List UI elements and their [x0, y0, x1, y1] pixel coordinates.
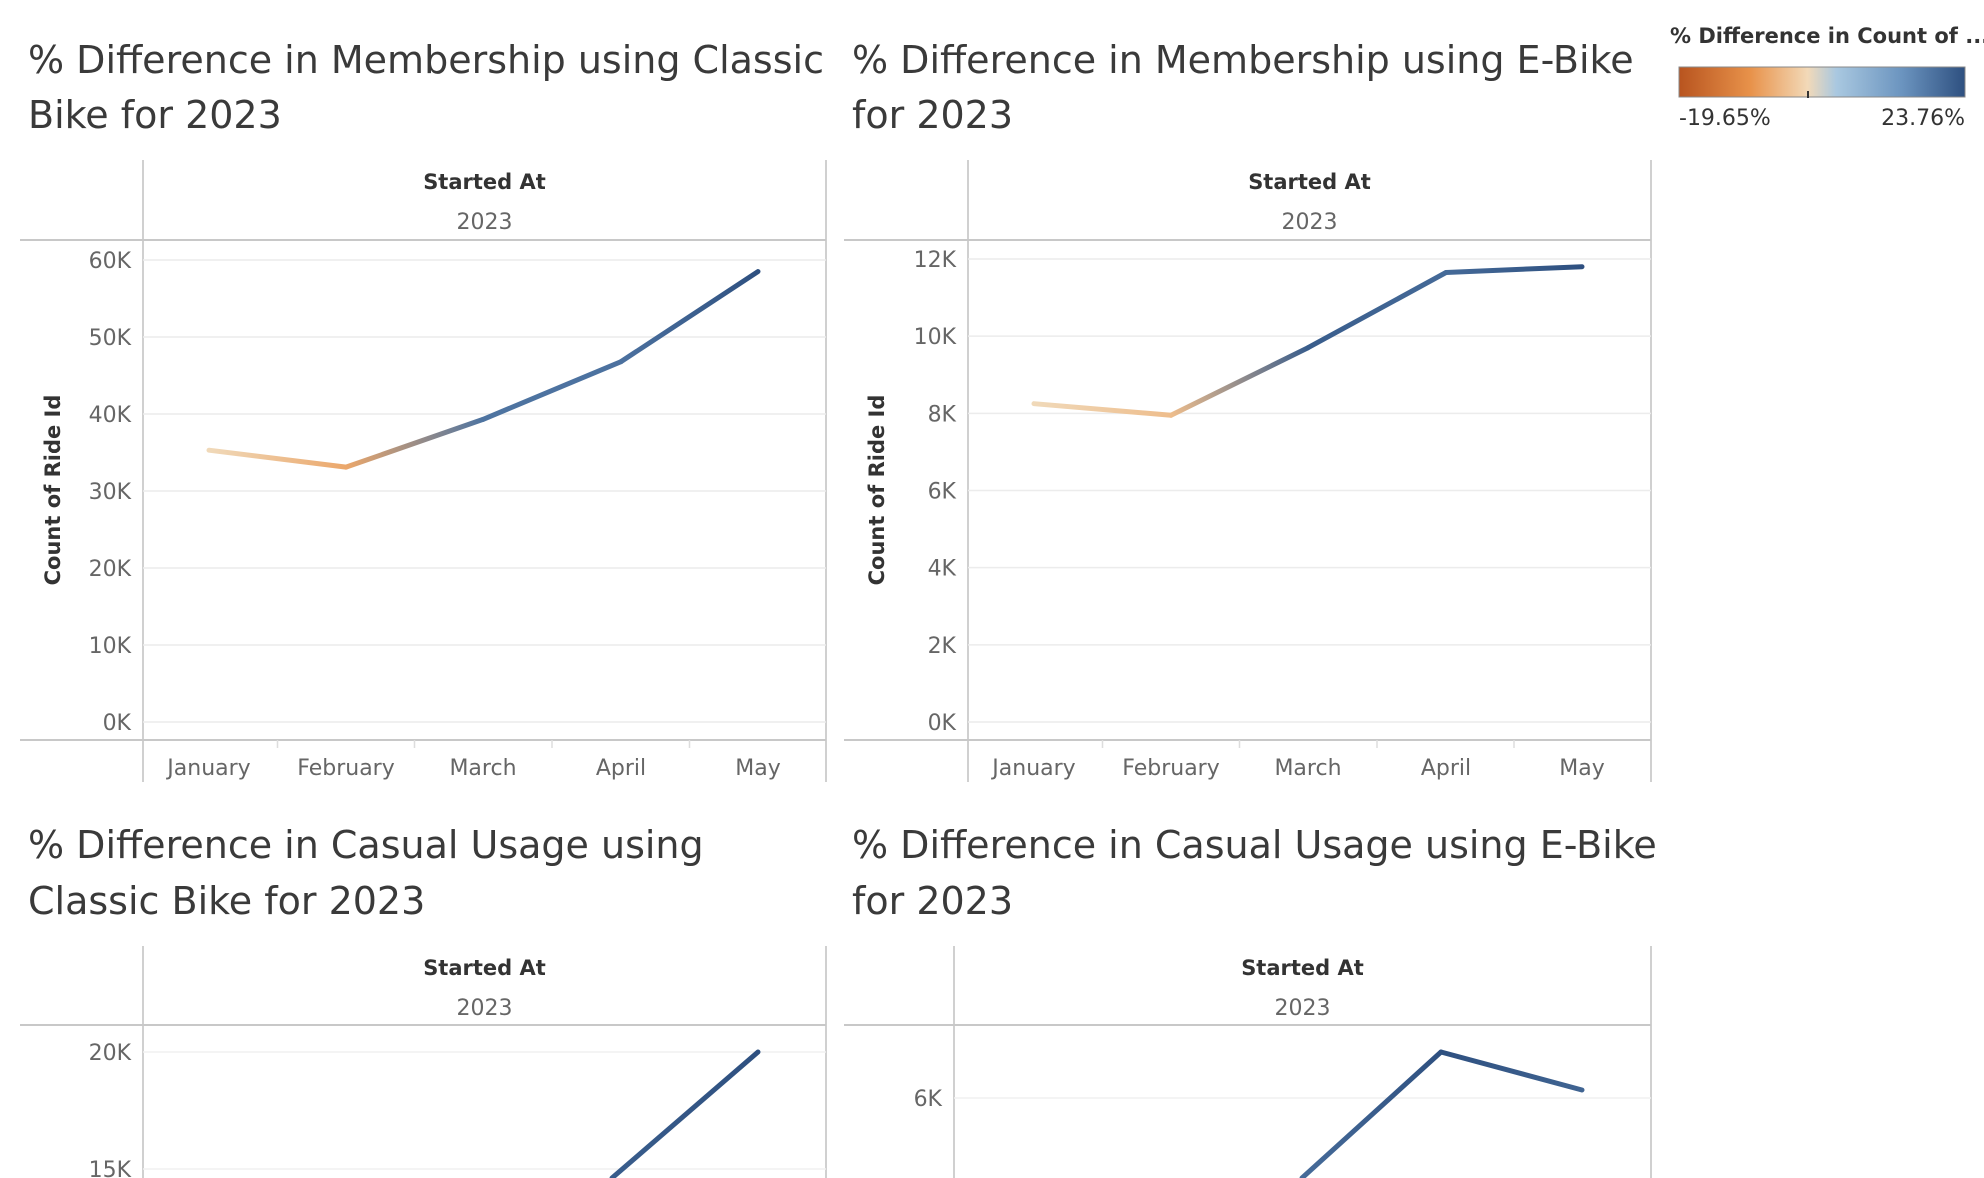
chart-1-x-tick-label: February: [297, 756, 395, 781]
chart-4-line-segment[interactable]: [1299, 1049, 1444, 1178]
chart-2-line-segment[interactable]: [1168, 345, 1311, 418]
chart-4-title-line-2: for 2023: [852, 879, 1013, 923]
chart-2-y-tick-label: 10K: [914, 325, 957, 350]
chart-1: Started At 2023 0K 10K 20K 30K 40K 50K 60K Januar…: [20, 160, 827, 782]
chart-3-column-header: Started At: [423, 956, 546, 980]
chart-2-line-segment[interactable]: [1305, 270, 1449, 351]
chart-1-y-tick-label: 10K: [89, 634, 132, 659]
chart-2-x-tick-label: April: [1421, 756, 1471, 781]
chart-4: Started At 2023 6K: [844, 946, 1652, 1178]
chart-1-y-tick-label: 40K: [89, 403, 132, 428]
chart-2-y-tick-label: 8K: [928, 402, 957, 427]
chart-2-x-tick-label: March: [1274, 756, 1341, 781]
chart-1-line-segment[interactable]: [480, 359, 624, 422]
chart-2-y-tick-label: 6K: [928, 480, 957, 505]
legend-color-ramp: [1678, 66, 1966, 98]
chart-4-title-line-1: % Difference in Casual Usage using E-Bik…: [852, 823, 1657, 867]
chart-2-title-line-1: % Difference in Membership using E-Bike: [852, 38, 1634, 82]
chart-2-column-header-value: 2023: [1282, 210, 1338, 235]
legend-max-label: 23.76%: [1881, 106, 1965, 131]
chart-1-y-tick-label: 20K: [89, 557, 132, 582]
color-legend[interactable]: % Difference in Count of ... -19.65% 23.…: [1670, 24, 1984, 131]
chart-2-x-tick-label: January: [990, 756, 1075, 781]
chart-3-line-segment[interactable]: [609, 1049, 761, 1178]
chart-2-line-segment[interactable]: [1031, 401, 1174, 418]
chart-3-y-tick-label: 15K: [89, 1158, 132, 1178]
legend-min-label: -19.65%: [1679, 106, 1771, 131]
chart-2-line-segment[interactable]: [1443, 264, 1585, 276]
chart-3-column-header-value: 2023: [457, 996, 513, 1021]
chart-2-y-axis-title: Count of Ride Id: [865, 395, 889, 586]
chart-1-x-tick-label: January: [165, 756, 250, 781]
chart-1-x-tick-label: May: [735, 756, 780, 781]
chart-2-y-tick-label: 12K: [914, 248, 957, 273]
chart-1-x-tick-label: April: [596, 756, 646, 781]
chart-1-title-line-1: % Difference in Membership using Classic: [28, 38, 824, 82]
legend-title: % Difference in Count of ...: [1670, 24, 1984, 48]
chart-1-column-header-value: 2023: [457, 210, 513, 235]
chart-1-x-tick-label: March: [449, 756, 516, 781]
chart-4-y-tick-label: 6K: [914, 1087, 943, 1112]
chart-1-line-segment[interactable]: [618, 269, 761, 365]
chart-2-column-header: Started At: [1248, 170, 1371, 194]
chart-3-title-line-1: % Difference in Casual Usage using: [28, 823, 704, 867]
chart-2: Started At 2023 0K 2K 4K 6K 8K 10K 12K January Feb…: [844, 160, 1652, 782]
chart-1-y-tick-label: 30K: [89, 480, 132, 505]
chart-2-title-line-2: for 2023: [852, 93, 1013, 137]
chart-1-y-tick-label: 50K: [89, 326, 132, 351]
chart-3: Started At 2023 15K 20K: [20, 946, 827, 1178]
chart-1-title-line-2: Bike for 2023: [28, 93, 282, 137]
chart-1-line-segment[interactable]: [343, 416, 486, 470]
chart-3-title-line-2: Classic Bike for 2023: [28, 879, 425, 923]
chart-1-y-tick-label: 60K: [89, 249, 132, 274]
chart-4-column-header: Started At: [1241, 956, 1364, 980]
chart-2-y-tick-label: 4K: [928, 557, 957, 582]
chart-1-y-axis-title: Count of Ride Id: [41, 395, 65, 586]
chart-2-y-tick-label: 2K: [928, 634, 957, 659]
chart-4-column-header-value: 2023: [1275, 996, 1331, 1021]
chart-3-y-tick-label: 20K: [89, 1041, 132, 1066]
chart-2-y-tick-label: 0K: [928, 711, 957, 736]
chart-2-x-tick-label: May: [1559, 756, 1604, 781]
charts-layer: Started At 2023 0K 10K 20K 30K 40K 50K 60K Januar…: [20, 160, 1652, 1178]
chart-1-line-segment[interactable]: [206, 447, 349, 470]
chart-1-y-tick-label: 0K: [103, 711, 132, 736]
chart-1-column-header: Started At: [423, 170, 546, 194]
chart-4-line-segment[interactable]: [1438, 1049, 1585, 1093]
chart-2-x-tick-label: February: [1122, 756, 1220, 781]
